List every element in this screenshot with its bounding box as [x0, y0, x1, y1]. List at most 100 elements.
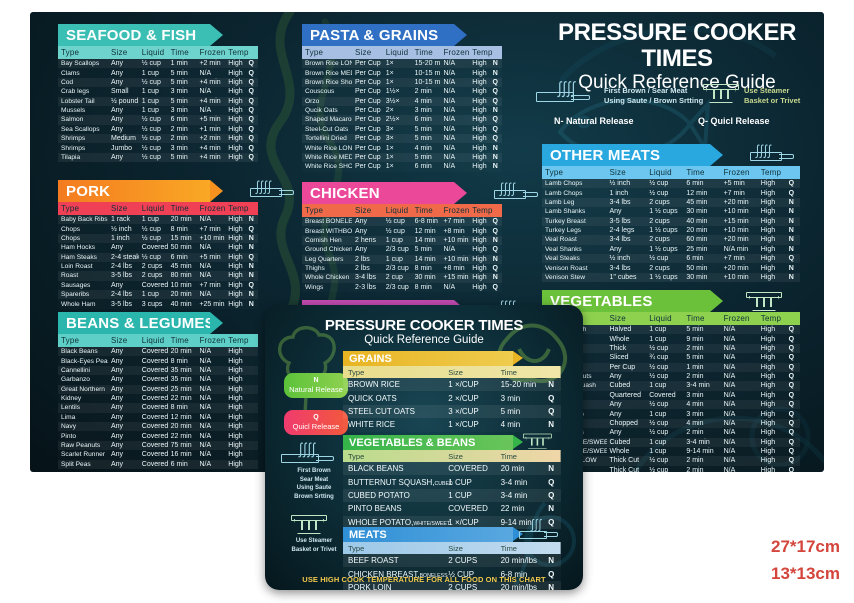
cell-value: 25 min — [686, 245, 708, 253]
cell-value: Chopped — [606, 418, 647, 429]
cell-value: Any — [111, 107, 124, 115]
cell-release — [244, 440, 258, 451]
section-table: Type Size Liquid Time Frozen Temp Brown Rice … — [302, 46, 502, 172]
cell-value: Per Cup — [355, 88, 381, 96]
section-banner: CHICKEN ∫∫∫∫ — [302, 181, 538, 204]
cell-type: Lentils — [58, 403, 108, 413]
section-table: Type Size Liquid Time Frozen Temp Baby Back R… — [58, 202, 258, 309]
cell-value: Any — [111, 281, 124, 289]
cell-value: 4 min — [411, 96, 441, 106]
table-row: Garbanzo Any Covered 35 min N/A High — [58, 375, 258, 384]
cell-value: 5 min — [167, 77, 197, 88]
cell-value: ½ cup — [141, 225, 161, 233]
cell-type: Spareribs — [58, 290, 108, 300]
cell-value: N/A — [720, 362, 758, 372]
cell-value: 1 ½ cups — [649, 227, 678, 235]
column-header: Size — [111, 48, 128, 57]
cell-value: 2 min — [686, 466, 704, 472]
cell-release: N — [248, 263, 254, 271]
cell-value: 2 min — [167, 134, 197, 144]
cell-value: 12 min — [686, 189, 708, 197]
cell-release: Q — [541, 488, 561, 503]
cell-value: 3-4 min — [495, 488, 542, 503]
cell-value: 60 min — [683, 235, 721, 245]
cell-value: ½ cup — [649, 429, 669, 437]
cell-release: N — [782, 197, 800, 208]
cell-value: 3 min — [500, 393, 521, 403]
cell-value: 20 min — [686, 227, 708, 235]
cell-value: 1 cup — [646, 325, 684, 335]
cell-type: Cornish Hen — [302, 235, 352, 246]
cell-value: 3-4 lbs — [609, 264, 631, 272]
cell-release: N — [492, 163, 498, 171]
cell-value: High — [757, 381, 783, 391]
cell-value: High — [228, 88, 243, 96]
cell-release — [245, 375, 258, 384]
cell-value: Covered — [141, 244, 168, 252]
table-row: STEEL CUT OATS 3 ×/CUP 5 min Q — [343, 404, 561, 419]
table-row: Ground Chicken Any 2/3 cup 5 min N/A High Q — [302, 245, 502, 254]
cell-value: Any — [609, 245, 622, 253]
cell-value: High — [469, 59, 489, 69]
cell-type: QUICK OATS — [348, 393, 397, 403]
size-labels: 27*17cm 13*13cm — [771, 533, 840, 587]
column-header: Temp — [228, 204, 249, 213]
column-header: Type — [61, 48, 80, 57]
cell-value: Covered — [649, 391, 676, 399]
cell-value: High — [757, 197, 783, 208]
cell-type: Veal Steaks — [542, 254, 607, 264]
column-header: Type — [305, 48, 324, 57]
table-row: Sea Scallops Any ½ cup 2 min +1 min High Q — [58, 125, 258, 134]
cell-type: Tilapia — [58, 152, 108, 163]
cell-value: High — [225, 347, 245, 357]
cell-value: ½ cup — [646, 418, 684, 429]
cell-release: Q — [248, 225, 254, 233]
cell-value: Thick Cut — [606, 456, 647, 466]
card-subtitle: Quick Reference Guide — [364, 334, 484, 346]
cell-value: 2 min — [686, 373, 704, 381]
cell-type: Roast — [58, 271, 108, 281]
cell-value: 1 min — [683, 362, 721, 372]
cell-value: 15 min — [167, 233, 197, 244]
cell-release: Q — [248, 144, 254, 152]
cell-value: Any — [111, 395, 124, 403]
column-header: Liquid — [385, 206, 409, 215]
card-section-grains: GRAINS Type Size Time BROWN RICE 1 ×/CUP 15-… — [343, 351, 561, 432]
steamer-basket-icon — [703, 82, 739, 104]
cell-value: High — [469, 115, 489, 125]
cell-value: Any — [108, 422, 139, 432]
cell-value: 5 min — [167, 96, 197, 106]
cell-value: +15 min — [720, 216, 758, 226]
cell-value: 10-15 min — [414, 69, 441, 77]
column-header: Time — [686, 314, 705, 323]
cell-release: N — [248, 244, 254, 252]
cell-release: N — [788, 245, 794, 253]
cell-value: N/A — [199, 107, 212, 115]
table-row: Lima Any Covered 12 min N/A High — [58, 413, 258, 422]
saute-pan-icon: ∫∫∫∫ — [536, 78, 596, 104]
cell-type: Clams — [61, 69, 80, 77]
size-label-small: 13*13cm — [770, 564, 840, 583]
page-subtitle: Quick Reference Guide — [578, 72, 776, 93]
cell-type: Sausages — [61, 281, 91, 289]
saute-pan-icon: ∫∫∫∫ — [281, 440, 341, 465]
cell-release: N — [782, 235, 800, 245]
section-title: VEGETABLES — [542, 290, 723, 312]
table-row: Chops 1 inch ½ cup 15 min +10 min High N — [58, 233, 258, 244]
cell-value: N/A — [723, 429, 736, 437]
cell-value: 6 min — [683, 254, 721, 264]
section-table: Type Size Liquid Time Frozen Temp Black Beans… — [58, 334, 258, 469]
section-banner: VEGETABLES — [542, 290, 800, 312]
section-title: CHICKEN — [302, 182, 467, 204]
cell-value: High — [757, 272, 783, 283]
cell-value: 2 lbs — [352, 254, 383, 264]
cell-value: 2 CUPS — [443, 580, 496, 590]
cell-value: 5 min — [495, 404, 542, 419]
cell-value: 6 min — [411, 115, 441, 125]
column-header: Time — [500, 367, 517, 377]
cell-value: High — [469, 152, 489, 163]
legend-natural-release: N- Natural Release — [554, 116, 634, 126]
cell-value: High — [469, 217, 489, 227]
cell-value: 1 cup — [138, 290, 168, 300]
cell-value: 20 min — [167, 215, 197, 225]
